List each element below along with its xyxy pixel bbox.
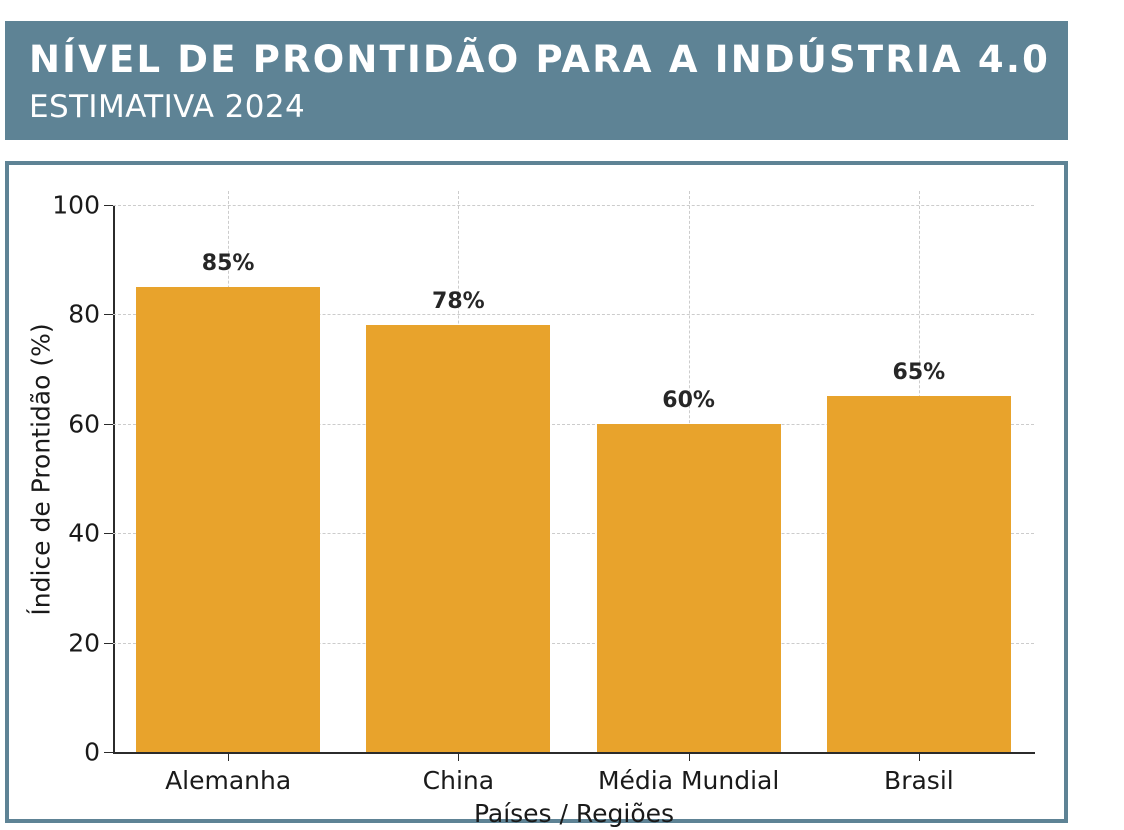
- y-axis-tick-label: 80: [68, 299, 100, 329]
- y-axis-tick-label: 100: [52, 190, 100, 220]
- y-gridline: [113, 314, 1034, 316]
- y-axis-tick: [104, 205, 113, 206]
- y-gridline: [113, 642, 1034, 644]
- x-axis-tick: [458, 752, 460, 761]
- plot-area: 0 20 40 60 80 100 85% Alemanha 78% China 60% Média …: [52, 191, 1034, 795]
- bar-value-label: 78%: [432, 289, 485, 315]
- y-axis-tick-label: 20: [68, 628, 100, 658]
- x-axis-tick-label: Brasil: [884, 766, 954, 795]
- bar-value-label: 60%: [662, 387, 715, 413]
- y-axis-tick: [104, 533, 113, 535]
- y-axis-tick: [104, 642, 113, 644]
- x-axis-tick-label: Alemanha: [165, 766, 292, 795]
- y-axis-tick: [104, 423, 113, 425]
- x-axis-title: Países / Regiões: [473, 799, 675, 828]
- bar-brasil[interactable]: [826, 396, 1011, 752]
- y-axis-tick: [104, 314, 113, 316]
- y-axis-title: Índice de Prontidão (%): [26, 323, 56, 616]
- header-band: NÍVEL DE PRONTIDÃO PARA A INDÚSTRIA 4.0 …: [5, 21, 1068, 140]
- x-axis-tick-label: China: [422, 766, 495, 795]
- x-axis-tick: [688, 752, 690, 761]
- y-axis-tick: [104, 752, 113, 753]
- page-subtitle: ESTIMATIVA 2024: [29, 89, 306, 125]
- page-title: NÍVEL DE PRONTIDÃO PARA A INDÚSTRIA 4.0: [29, 38, 1051, 81]
- y-gridline: [113, 423, 1034, 425]
- plot-wrapper: 0 20 40 60 80 100 85% Alemanha 78% China 60% Média …: [9, 165, 1064, 828]
- y-gridline: [113, 533, 1034, 535]
- y-axis-spine: [113, 205, 115, 753]
- x-axis-spine: [113, 752, 1035, 754]
- bar-m-dia-mundial[interactable]: [596, 423, 781, 752]
- x-axis-tick: [918, 752, 920, 761]
- bar-alemanha[interactable]: [136, 287, 321, 752]
- bar-value-label: 65%: [892, 360, 946, 386]
- y-axis-tick-label: 40: [68, 518, 100, 548]
- y-gridline: [113, 205, 1034, 206]
- x-axis-tick-label: Média Mundial: [597, 766, 780, 795]
- y-axis-tick-label: 60: [68, 409, 100, 439]
- y-axis-tick-label: 0: [84, 737, 100, 767]
- x-axis-tick: [228, 752, 230, 761]
- chart-panel: 0 20 40 60 80 100 85% Alemanha 78% China 60% Média …: [5, 161, 1068, 828]
- bar-china[interactable]: [366, 325, 551, 752]
- bar-value-label: 85%: [201, 251, 255, 277]
